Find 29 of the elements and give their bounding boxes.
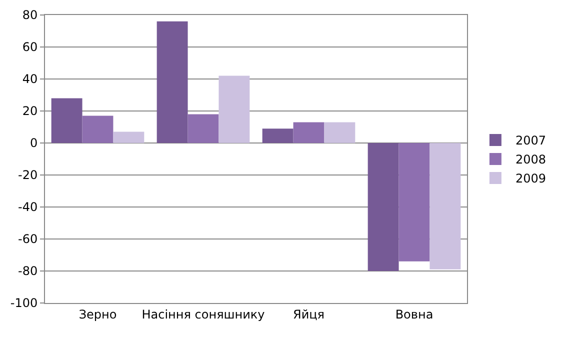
bar [398, 143, 430, 262]
y-tick-label: -20 [18, 168, 38, 182]
y-tick-label: 40 [22, 72, 38, 86]
bar [368, 143, 399, 271]
bar [293, 122, 324, 143]
x-tick-label: Яйця [292, 307, 325, 322]
bar [430, 143, 461, 270]
bar [51, 98, 82, 143]
y-tick-label: 0 [30, 136, 38, 150]
legend-label: 2009 [515, 172, 546, 186]
y-tick-label: -100 [10, 296, 38, 310]
y-tick-label: 80 [22, 8, 38, 22]
y-tick-label: 20 [22, 104, 38, 118]
bar [113, 132, 144, 143]
bar [324, 122, 356, 143]
x-tick-label: Насіння соняшнику [142, 307, 265, 322]
bar [262, 128, 294, 143]
legend-label: 2008 [515, 152, 546, 167]
y-tick-label: -60 [18, 232, 38, 246]
y-tick-label: 60 [22, 40, 38, 54]
bar [82, 116, 114, 143]
x-tick-label: Зерно [78, 307, 117, 322]
x-tick-label: Вовна [395, 307, 434, 322]
bar [188, 114, 219, 143]
y-tick-label: -40 [18, 200, 38, 214]
y-tick-label: -80 [18, 264, 38, 278]
legend-label: 2007 [515, 134, 546, 148]
bar [156, 21, 188, 143]
bar [218, 76, 250, 143]
